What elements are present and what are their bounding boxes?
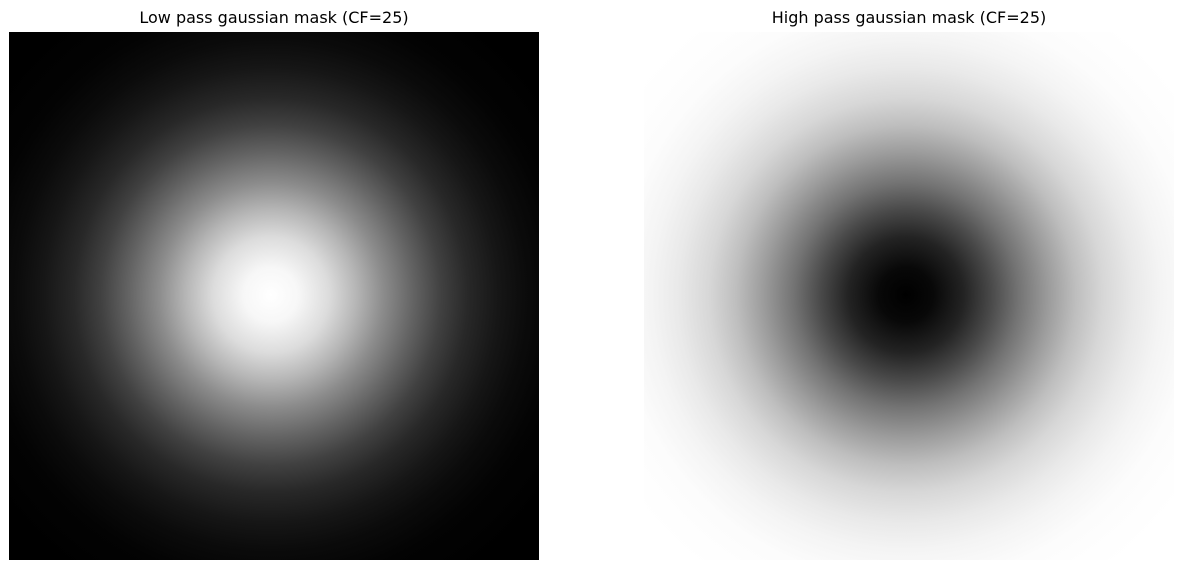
low-pass-panel: Low pass gaussian mask (CF=25) <box>9 0 539 570</box>
low-pass-title: Low pass gaussian mask (CF=25) <box>139 8 409 27</box>
low-pass-mask-fill <box>9 32 539 560</box>
high-pass-panel: High pass gaussian mask (CF=25) <box>644 0 1174 570</box>
high-pass-title: High pass gaussian mask (CF=25) <box>771 8 1047 27</box>
low-pass-mask-image <box>9 32 539 560</box>
high-pass-mask-image <box>644 32 1174 560</box>
high-pass-mask-fill <box>644 32 1174 560</box>
